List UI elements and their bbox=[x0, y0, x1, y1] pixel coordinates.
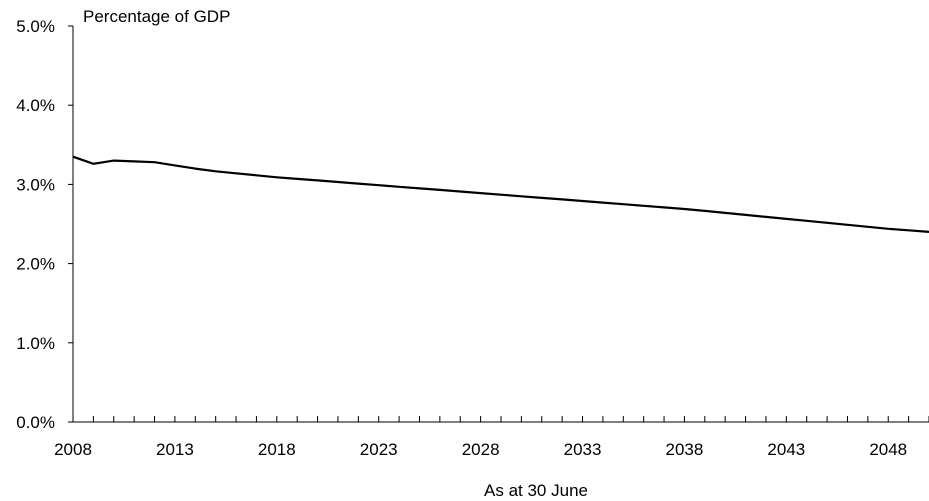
x-tick-label: 2018 bbox=[258, 440, 296, 459]
y-tick-label: 3.0% bbox=[16, 175, 55, 194]
series-layer bbox=[72, 155, 929, 233]
y-tick-label: 2.0% bbox=[16, 255, 55, 274]
x-tick-label: 2048 bbox=[869, 440, 907, 459]
y-tick-label: 5.0% bbox=[16, 17, 55, 36]
axes bbox=[68, 25, 929, 423]
y-axis-tick-labels: 0.0% 1.0% 2.0% 3.0% 4.0% 5.0% bbox=[16, 17, 55, 432]
y-tick-label: 4.0% bbox=[16, 96, 55, 115]
y-axis-title: Percentage of GDP bbox=[83, 7, 230, 26]
x-tick-label: 2008 bbox=[54, 440, 92, 459]
x-axis-title: As at 30 June bbox=[484, 481, 588, 500]
x-tick-label: 2033 bbox=[564, 440, 602, 459]
y-tick-label: 1.0% bbox=[16, 334, 55, 353]
x-tick-label: 2013 bbox=[156, 440, 194, 459]
y-tick-label: 0.0% bbox=[16, 413, 55, 432]
x-tick-label: 2038 bbox=[666, 440, 704, 459]
series-line bbox=[72, 155, 929, 233]
x-tick-label: 2043 bbox=[767, 440, 805, 459]
x-tick-label: 2028 bbox=[462, 440, 500, 459]
x-axis-tick-labels: 2008 2013 2018 2023 2028 2033 2038 2043 2048 bbox=[54, 440, 907, 459]
x-tick-label: 2023 bbox=[360, 440, 398, 459]
x-axis-minor-ticks bbox=[72, 416, 929, 422]
